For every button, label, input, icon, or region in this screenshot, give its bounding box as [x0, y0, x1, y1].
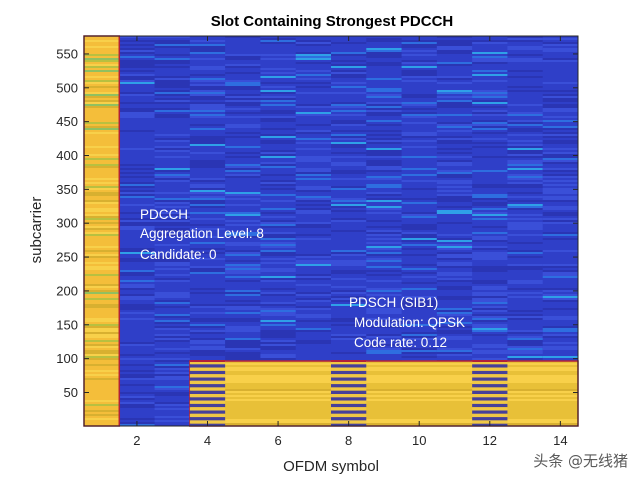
symbol-column-5: [225, 36, 261, 416]
y-tick-label: 450: [56, 114, 78, 129]
symbol-column-3: [154, 36, 190, 422]
dmrs-symbol-4: [189, 360, 226, 426]
pdsch-label: PDSCH (SIB1): [349, 295, 438, 310]
y-tick-label: 50: [64, 385, 78, 400]
pdcch-candidate-label: Candidate: 0: [140, 247, 217, 262]
pdsch-coderate-label: Code rate: 0.12: [354, 335, 447, 350]
y-tick-label: 250: [56, 250, 78, 265]
x-tick-label: 2: [133, 433, 140, 448]
y-tick-label: 200: [56, 283, 78, 298]
x-tick-label: 12: [483, 433, 497, 448]
dmrs-symbol-8: [331, 360, 367, 426]
axes: 2 4 6 8 10 12 14 50 100 150 200 250 300 350 400 450 500 5…: [56, 35, 579, 448]
dmrs-symbol-12: [472, 360, 508, 426]
y-tick-label: 100: [56, 351, 78, 366]
plot-frame: [83, 35, 579, 427]
symbol-column-13: [507, 36, 543, 426]
x-tick-label: 10: [412, 433, 426, 448]
x-tick-label: 6: [274, 433, 281, 448]
y-tick-label: 350: [56, 182, 78, 197]
pdcch-aggregation-label: Aggregation Level: 8: [140, 226, 264, 241]
chart-title: Slot Containing Strongest PDCCH: [211, 13, 454, 30]
pdsch-modulation-label: Modulation: QPSK: [354, 315, 465, 330]
symbol-column-6: [260, 38, 296, 426]
annotations: PDCCH Aggregation Level: 8 Candidate: 0 …: [140, 207, 465, 350]
x-axis-label: OFDM symbol: [283, 458, 379, 475]
y-tick-label: 300: [56, 216, 78, 231]
x-tick-label: 14: [553, 433, 567, 448]
region-pdcch: [83, 35, 121, 427]
y-axis-label: subcarrier: [28, 197, 45, 264]
y-tick-label: 550: [56, 46, 78, 61]
x-tick-label: 4: [204, 433, 211, 448]
watermark: 头条 @无线猪: [533, 452, 628, 470]
y-tick-label: 400: [56, 148, 78, 163]
y-tick-label: 500: [56, 80, 78, 95]
region-pdsch: [189, 360, 579, 427]
symbol-column-2: [119, 36, 155, 426]
x-tick-label: 8: [345, 433, 352, 448]
heatmap-plot-area: [83, 35, 579, 427]
pdcch-label: PDCCH: [140, 207, 188, 222]
symbol-column-11: [436, 36, 473, 424]
y-tick-label: 150: [56, 317, 78, 332]
